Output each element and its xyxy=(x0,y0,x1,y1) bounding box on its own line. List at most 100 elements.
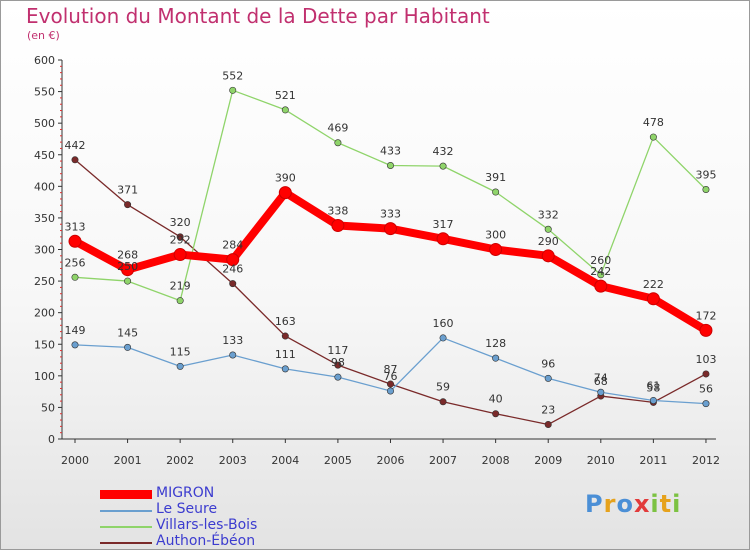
data-point xyxy=(334,373,342,381)
data-label: 219 xyxy=(170,280,191,293)
data-point xyxy=(649,133,657,141)
data-label: 56 xyxy=(699,383,713,396)
data-label: 23 xyxy=(541,403,555,416)
data-label: 333 xyxy=(380,208,401,221)
y-tick-label: 300 xyxy=(34,244,55,257)
x-tick-label: 2008 xyxy=(482,454,510,467)
legend-label-le-seure: Le Seure xyxy=(156,501,218,517)
data-point xyxy=(436,232,450,246)
data-point xyxy=(386,380,394,388)
data-point xyxy=(229,86,237,94)
data-point xyxy=(646,292,660,306)
data-point xyxy=(439,334,447,342)
data-label: 172 xyxy=(695,309,716,322)
data-label: 433 xyxy=(380,144,401,157)
data-label: 68 xyxy=(594,375,608,388)
data-label: 300 xyxy=(485,229,506,242)
data-label: 390 xyxy=(275,172,296,185)
data-point xyxy=(71,341,79,349)
data-label: 76 xyxy=(383,370,397,383)
data-point xyxy=(492,410,500,418)
y-tick-label: 0 xyxy=(48,433,55,446)
data-point xyxy=(492,188,500,196)
unit-label: (en €) xyxy=(27,29,60,42)
data-point xyxy=(649,396,657,404)
y-tick-label: 450 xyxy=(34,149,55,162)
x-tick-label: 2010 xyxy=(587,454,615,467)
data-point xyxy=(68,234,82,248)
data-point xyxy=(124,201,132,209)
data-label: 313 xyxy=(65,220,86,233)
data-point xyxy=(176,233,184,241)
data-point xyxy=(439,162,447,170)
data-point xyxy=(489,243,503,256)
data-point xyxy=(492,354,500,362)
data-label: 128 xyxy=(485,337,506,350)
data-point xyxy=(173,248,187,262)
legend-swatch-authon-ebeon xyxy=(100,542,152,544)
y-tick-label: 500 xyxy=(34,117,55,130)
data-label: 115 xyxy=(170,345,191,358)
data-label: 242 xyxy=(590,265,611,278)
data-label: 96 xyxy=(541,357,555,370)
data-point xyxy=(334,139,342,147)
data-label: 61 xyxy=(646,379,660,392)
data-point xyxy=(229,280,237,288)
data-point xyxy=(544,225,552,233)
data-point xyxy=(386,387,394,395)
data-label: 87 xyxy=(383,363,397,376)
data-label: 391 xyxy=(485,171,506,184)
data-label: 133 xyxy=(222,334,243,347)
logo-letter: o xyxy=(616,490,634,518)
data-point xyxy=(334,361,342,369)
data-label: 260 xyxy=(590,254,611,267)
x-tick-label: 2005 xyxy=(324,454,352,467)
data-point xyxy=(71,273,79,281)
data-point xyxy=(702,370,710,378)
data-label: 59 xyxy=(436,381,450,394)
x-tick-label: 2003 xyxy=(219,454,247,467)
data-point xyxy=(229,351,237,359)
data-point xyxy=(281,332,289,340)
legend-label-authon-ebeon: Authon-Ébéon xyxy=(156,533,256,549)
data-label: 145 xyxy=(117,326,138,339)
x-tick-label: 2007 xyxy=(429,454,457,467)
data-label: 317 xyxy=(433,218,454,231)
data-point xyxy=(439,398,447,406)
logo-letter: P xyxy=(585,490,604,518)
data-point xyxy=(281,365,289,373)
x-tick-label: 2002 xyxy=(166,454,194,467)
data-label: 290 xyxy=(538,235,559,248)
data-point xyxy=(597,388,605,396)
data-point xyxy=(226,253,240,267)
legend-swatch-le-seure xyxy=(100,510,152,512)
data-label: 371 xyxy=(117,184,138,197)
data-point xyxy=(702,400,710,408)
data-point xyxy=(176,297,184,305)
x-tick-label: 2000 xyxy=(61,454,89,467)
data-point xyxy=(699,323,713,337)
y-tick-label: 600 xyxy=(34,54,55,67)
data-label: 432 xyxy=(433,145,454,158)
legend-label-villars-les-bois: Villars-les-Bois xyxy=(156,517,258,533)
data-label: 332 xyxy=(538,208,559,221)
data-label: 292 xyxy=(170,234,191,247)
data-label: 111 xyxy=(275,348,296,361)
data-point xyxy=(176,362,184,370)
data-point xyxy=(124,343,132,351)
data-point xyxy=(281,106,289,114)
data-point xyxy=(541,249,555,263)
data-label: 58 xyxy=(646,381,660,394)
data-point xyxy=(594,279,608,293)
data-label: 284 xyxy=(222,239,243,252)
y-tick-label: 400 xyxy=(34,180,55,193)
data-point xyxy=(278,186,292,200)
data-point xyxy=(124,277,132,285)
y-tick-label: 550 xyxy=(34,86,55,99)
data-label: 268 xyxy=(117,249,138,262)
data-label: 521 xyxy=(275,89,296,102)
data-point xyxy=(331,218,345,232)
chart-title: Evolution du Montant de la Dette par Hab… xyxy=(26,4,490,28)
data-point xyxy=(383,222,397,236)
x-tick-label: 2011 xyxy=(639,454,667,467)
